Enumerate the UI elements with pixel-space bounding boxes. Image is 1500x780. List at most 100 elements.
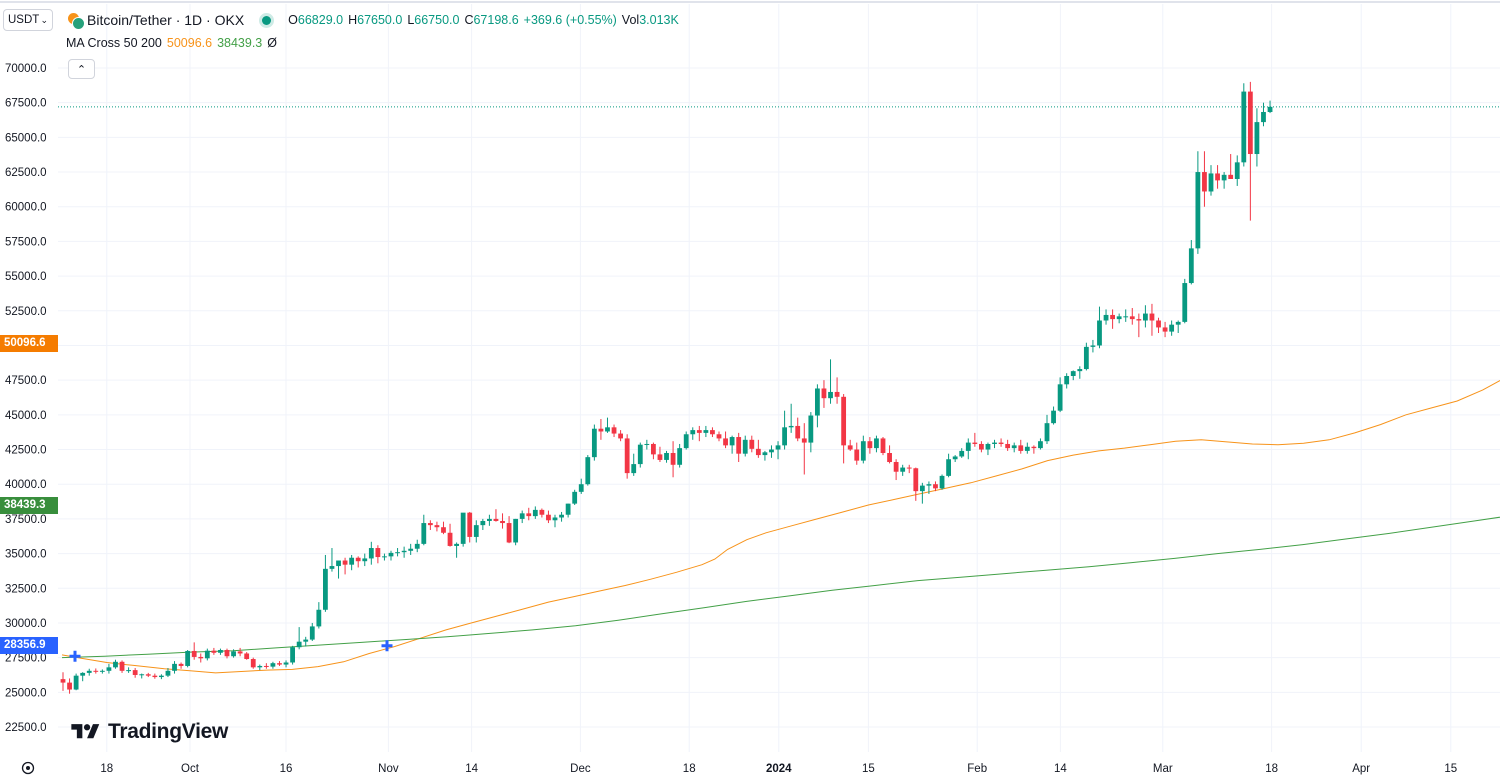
candle[interactable] [1031,445,1037,454]
candle[interactable] [270,661,276,669]
candle[interactable] [1070,370,1076,381]
candle[interactable] [526,507,532,521]
candle[interactable] [382,553,387,561]
candle[interactable] [283,660,289,668]
candle[interactable] [113,659,118,669]
candle[interactable] [1247,81,1253,221]
candle[interactable] [454,542,459,558]
candle[interactable] [670,441,676,478]
candle[interactable] [710,427,715,438]
candle[interactable] [1182,278,1188,324]
candle[interactable] [316,602,322,629]
candle[interactable] [1044,414,1050,444]
candle[interactable] [926,481,932,494]
candle[interactable] [1195,151,1201,254]
candle[interactable] [1024,442,1030,454]
candle[interactable] [598,419,604,440]
candle[interactable] [624,434,630,479]
candle[interactable] [86,668,92,676]
candle[interactable] [309,622,315,641]
candles[interactable] [60,81,1273,694]
candle[interactable] [933,481,938,492]
candle[interactable] [841,394,847,464]
candle[interactable] [218,648,223,655]
candle[interactable] [605,417,610,433]
candle[interactable] [1057,377,1063,413]
indicator-legend[interactable]: MA Cross 50 200 50096.6 38439.3 Ø [66,36,277,50]
candle[interactable] [690,427,696,440]
candle[interactable] [801,423,807,475]
candle[interactable] [755,439,761,458]
candle[interactable] [828,359,833,404]
candle[interactable] [808,412,814,453]
candle[interactable] [323,554,328,612]
candle[interactable] [736,432,742,463]
candle[interactable] [539,508,545,518]
candle[interactable] [591,424,597,461]
candle[interactable] [1103,309,1109,325]
candle[interactable] [559,511,564,522]
candle[interactable] [788,403,794,433]
candle[interactable] [303,636,309,647]
candle[interactable] [1018,439,1024,454]
candle[interactable] [250,657,256,669]
candle[interactable] [874,435,879,453]
candle[interactable] [329,548,335,572]
candle[interactable] [349,554,355,571]
candle[interactable] [1221,172,1227,189]
candle[interactable] [224,648,230,659]
candle[interactable] [546,510,551,524]
quote-currency-select[interactable]: USDT ⌄ [3,9,53,31]
candle[interactable] [139,673,145,679]
candle[interactable] [677,443,683,468]
candle[interactable] [460,512,466,547]
candle[interactable] [99,669,105,674]
candle[interactable] [60,672,66,691]
candle[interactable] [368,541,374,565]
candle[interactable] [893,459,899,481]
candle[interactable] [119,660,125,673]
candle[interactable] [795,417,801,442]
candle[interactable] [342,557,348,575]
candle[interactable] [1129,308,1135,325]
candle[interactable] [572,489,578,506]
candle[interactable] [237,647,243,657]
candle[interactable] [355,556,361,568]
candle[interactable] [375,545,381,564]
candle[interactable] [657,446,663,463]
candle[interactable] [919,482,925,504]
candle[interactable] [834,377,840,404]
candle[interactable] [257,664,263,671]
candle[interactable] [565,503,571,518]
candle[interactable] [178,662,184,669]
candle[interactable] [80,672,86,682]
candle[interactable] [1083,342,1089,371]
candle[interactable] [867,437,873,454]
candle[interactable] [723,431,728,449]
candle[interactable] [73,673,79,691]
candle[interactable] [1116,313,1122,324]
candle[interactable] [263,663,269,669]
candle[interactable] [552,514,558,528]
candle[interactable] [913,467,919,501]
candle[interactable] [644,439,650,450]
time-zone-icon[interactable] [20,760,36,776]
candle[interactable] [388,550,394,561]
candle[interactable] [165,668,171,678]
candle[interactable] [185,650,191,668]
candle[interactable] [414,539,420,553]
candle[interactable] [427,520,433,530]
candle[interactable] [821,380,827,408]
candle[interactable] [959,448,965,458]
candle[interactable] [651,442,656,460]
candle[interactable] [1267,100,1273,114]
candle[interactable] [296,627,302,650]
time-axis[interactable]: 18 Oct 16 Nov 14 Dec 18 2024 15 Feb 14 Mar 18 Apr 15 [100,763,1457,775]
candle[interactable] [880,437,886,456]
symbol-title[interactable]: Bitcoin/Tether · 1D · OKX [87,12,245,28]
candle[interactable] [1261,102,1266,127]
candle[interactable] [992,439,997,449]
candle[interactable] [67,678,72,694]
candle[interactable] [1143,305,1148,328]
